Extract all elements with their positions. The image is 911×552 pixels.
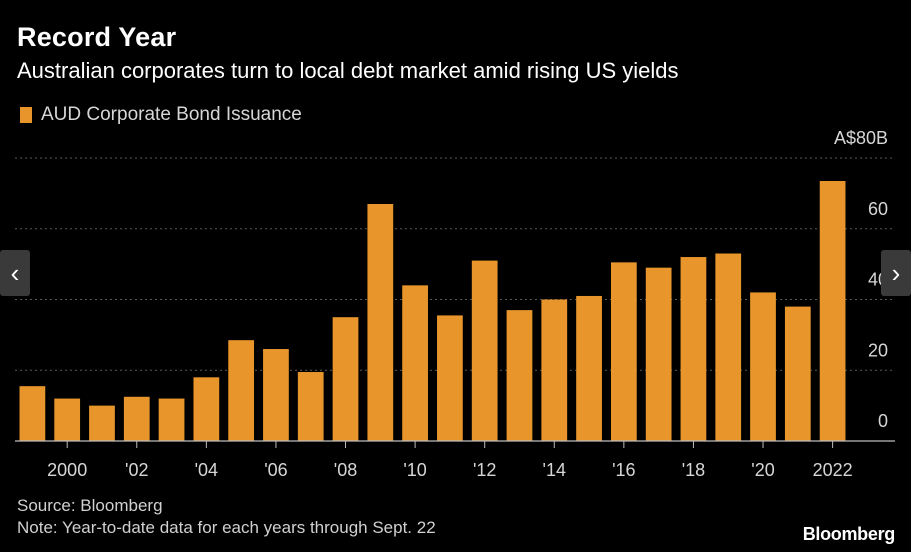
x-tick-label: 2000 (47, 460, 87, 480)
bar-2019 (715, 253, 742, 441)
x-tick-label: 2022 (813, 460, 853, 480)
bar-2000 (54, 398, 81, 441)
chevron-right-icon[interactable]: › (881, 250, 911, 296)
bar-2002 (123, 396, 150, 441)
legend-label: AUD Corporate Bond Issuance (41, 104, 302, 125)
bar-2014 (541, 299, 568, 441)
x-tick-label: '18 (682, 460, 705, 480)
x-tick-label: '06 (264, 460, 287, 480)
bar-2015 (576, 295, 602, 441)
bar-2016 (610, 262, 637, 441)
bar-2001 (89, 405, 115, 441)
bar-2018 (680, 257, 707, 441)
bar-2005 (228, 340, 255, 441)
x-tick-label: '08 (334, 460, 357, 480)
bar-2017 (645, 267, 672, 441)
x-tick-label: '12 (473, 460, 496, 480)
x-tick-label: '02 (125, 460, 148, 480)
bar-2012 (471, 260, 498, 441)
x-tick-label: '10 (403, 460, 426, 480)
chart-subtitle: Australian corporates turn to local debt… (17, 58, 679, 83)
bar-2020 (750, 292, 776, 441)
bar-2010 (402, 285, 428, 441)
bar-2009 (367, 203, 394, 441)
bar-2008 (332, 317, 359, 441)
x-tick-label: '04 (195, 460, 218, 480)
bar-2021 (784, 306, 811, 441)
y-tick-label: 0 (878, 411, 888, 431)
x-tick-label: '20 (751, 460, 774, 480)
y-tick-label: 60 (868, 199, 888, 219)
bar-2004 (193, 377, 220, 441)
chart-title: Record Year (17, 22, 177, 52)
chevron-left-icon[interactable]: ‹ (0, 250, 30, 296)
x-tick-label: '14 (543, 460, 566, 480)
bar-1999 (19, 386, 46, 441)
y-tick-label: A$80B (834, 128, 888, 148)
chart-legend: AUD Corporate Bond Issuance (20, 104, 302, 126)
source-note: Source: Bloomberg (17, 496, 163, 515)
bar-2022 (819, 180, 846, 441)
bar-2011 (437, 315, 463, 441)
bloomberg-logo: Bloomberg (802, 524, 896, 544)
y-tick-label: 20 (868, 340, 888, 360)
legend-swatch (20, 107, 32, 123)
bar-2007 (297, 372, 324, 441)
bar-2003 (158, 398, 185, 441)
bar-2013 (506, 310, 533, 441)
footnote: Note: Year-to-date data for each years t… (17, 518, 436, 537)
bar-2006 (263, 349, 289, 441)
x-tick-label: '16 (612, 460, 635, 480)
